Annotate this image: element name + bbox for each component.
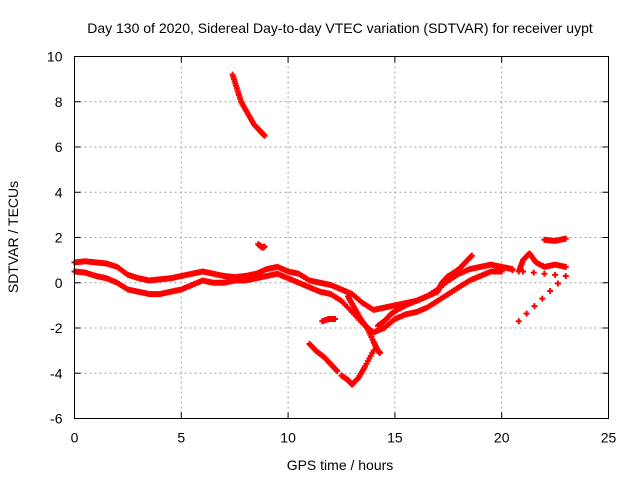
chart-title: Day 130 of 2020, Sidereal Day-to-day VTE… bbox=[87, 20, 593, 36]
y-tick-label: 0 bbox=[55, 275, 63, 291]
series-lower-arc bbox=[306, 340, 341, 374]
x-axis-label: GPS time / hours bbox=[287, 457, 394, 473]
y-tick-label: 10 bbox=[47, 49, 63, 65]
series-deep-dip bbox=[338, 347, 377, 388]
data-points bbox=[71, 71, 569, 388]
y-tick-label: 4 bbox=[55, 184, 63, 200]
data-point bbox=[370, 347, 377, 354]
data-point bbox=[530, 269, 537, 276]
y-tick-label: -2 bbox=[50, 320, 63, 336]
y-tick-labels: -6 -4 -2 0 2 4 6 8 10 bbox=[47, 49, 63, 427]
data-point bbox=[562, 235, 569, 242]
y-tick-label: -6 bbox=[50, 411, 63, 427]
axis-ticks bbox=[74, 56, 609, 419]
series-upper-right bbox=[515, 250, 569, 275]
x-tick-label: 5 bbox=[177, 430, 185, 446]
series-isolated-upper bbox=[255, 241, 268, 251]
data-point bbox=[539, 295, 546, 302]
data-point bbox=[520, 268, 527, 275]
data-point bbox=[498, 266, 505, 273]
data-point bbox=[562, 272, 569, 279]
series-rising-band bbox=[374, 252, 475, 329]
data-point bbox=[523, 310, 530, 317]
data-point bbox=[332, 315, 339, 322]
series-main-band-b bbox=[71, 268, 505, 336]
data-point bbox=[515, 318, 522, 325]
y-tick-label: 6 bbox=[55, 139, 63, 155]
series-short-segment bbox=[319, 315, 339, 325]
y-tick-label: -4 bbox=[50, 365, 63, 381]
series-high-arc bbox=[229, 71, 268, 139]
data-point bbox=[468, 252, 475, 259]
data-point bbox=[261, 132, 268, 139]
series-descending-arc bbox=[344, 293, 383, 356]
data-point bbox=[261, 243, 268, 250]
x-tick-labels: 0 5 10 15 20 25 bbox=[71, 430, 617, 446]
x-tick-label: 0 bbox=[71, 430, 79, 446]
x-tick-label: 15 bbox=[387, 430, 403, 446]
x-tick-label: 25 bbox=[601, 430, 617, 446]
series-top-right bbox=[541, 235, 569, 244]
data-point bbox=[562, 263, 569, 270]
data-point bbox=[547, 288, 554, 295]
series-outliers bbox=[498, 266, 569, 325]
y-tick-label: 8 bbox=[55, 94, 63, 110]
y-axis-label: SDTVAR / TECUs bbox=[5, 181, 21, 293]
data-point bbox=[552, 271, 559, 278]
data-point bbox=[554, 280, 561, 287]
data-point bbox=[541, 270, 548, 277]
y-tick-label: 2 bbox=[55, 230, 63, 246]
x-tick-label: 10 bbox=[280, 430, 296, 446]
data-point bbox=[531, 303, 538, 310]
x-tick-label: 20 bbox=[494, 430, 510, 446]
data-point bbox=[376, 349, 383, 356]
data-point bbox=[509, 267, 516, 274]
data-point bbox=[334, 367, 341, 374]
